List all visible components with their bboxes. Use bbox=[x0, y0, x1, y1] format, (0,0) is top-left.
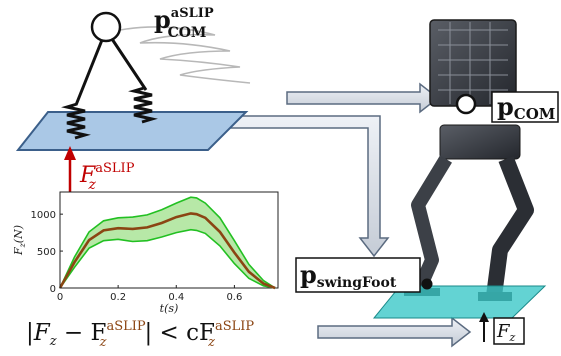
robot-com-circle bbox=[455, 93, 477, 115]
robot bbox=[372, 19, 547, 319]
spring-right bbox=[128, 86, 158, 124]
robot-pelvis bbox=[439, 124, 521, 160]
chart-ytick-label: 1000 bbox=[31, 210, 56, 221]
spring-left bbox=[61, 102, 91, 140]
ground-plane bbox=[15, 111, 249, 151]
robot-force-label: Fz bbox=[496, 321, 516, 344]
robot-com-label: pCOM bbox=[497, 92, 555, 123]
aslip-model: paSLIP COM bbox=[15, 5, 251, 151]
chart-lower-line bbox=[59, 228, 276, 289]
swingfoot-label-box bbox=[295, 257, 421, 293]
force-chart: 0 0.2 0.4 0.6 0 500 1000 t(s) Fz(N) bbox=[12, 191, 279, 315]
chart-mean-line bbox=[58, 212, 276, 290]
com-aslip-label: paSLIP COM bbox=[154, 5, 214, 41]
chart-ytick-label: 500 bbox=[37, 247, 56, 258]
com-mass-circle bbox=[90, 11, 122, 43]
model-to-robot-arrow bbox=[286, 82, 440, 114]
com-trajectory-spring bbox=[119, 26, 251, 84]
robot-force-label-box bbox=[493, 317, 525, 345]
swingfoot-marker bbox=[421, 278, 433, 290]
robot-force-arrowhead bbox=[479, 312, 489, 322]
chart-xtick-label: 0 bbox=[57, 292, 63, 303]
constraint-equation: |Fz − FaSLIP z | < cFaSLIP z bbox=[26, 319, 254, 350]
force-aslip-label: FaSLIP z bbox=[79, 161, 135, 193]
robot-com-label-box bbox=[491, 91, 559, 123]
chart-ylabel: Fz(N) bbox=[12, 225, 27, 256]
constraint-to-force-arrow bbox=[317, 316, 472, 348]
chart-xtick-label: 0.4 bbox=[168, 292, 184, 303]
swingfoot-label: pswingFoot bbox=[300, 260, 397, 291]
foot-to-swingfoot-arrow bbox=[159, 115, 390, 258]
chart-xtick-label: 0.6 bbox=[226, 292, 242, 303]
chart-xlabel: t(s) bbox=[160, 302, 179, 315]
robot-left-leg bbox=[411, 155, 452, 295]
chart-upper-line bbox=[59, 196, 276, 289]
chart-confidence-band bbox=[60, 197, 276, 288]
chart-xtick-label: 0.2 bbox=[110, 292, 126, 303]
robot-torso-frame bbox=[438, 22, 508, 104]
robot-right-leg bbox=[486, 156, 534, 298]
leg-left bbox=[74, 29, 108, 106]
chart-ytick-label: 0 bbox=[50, 284, 56, 295]
